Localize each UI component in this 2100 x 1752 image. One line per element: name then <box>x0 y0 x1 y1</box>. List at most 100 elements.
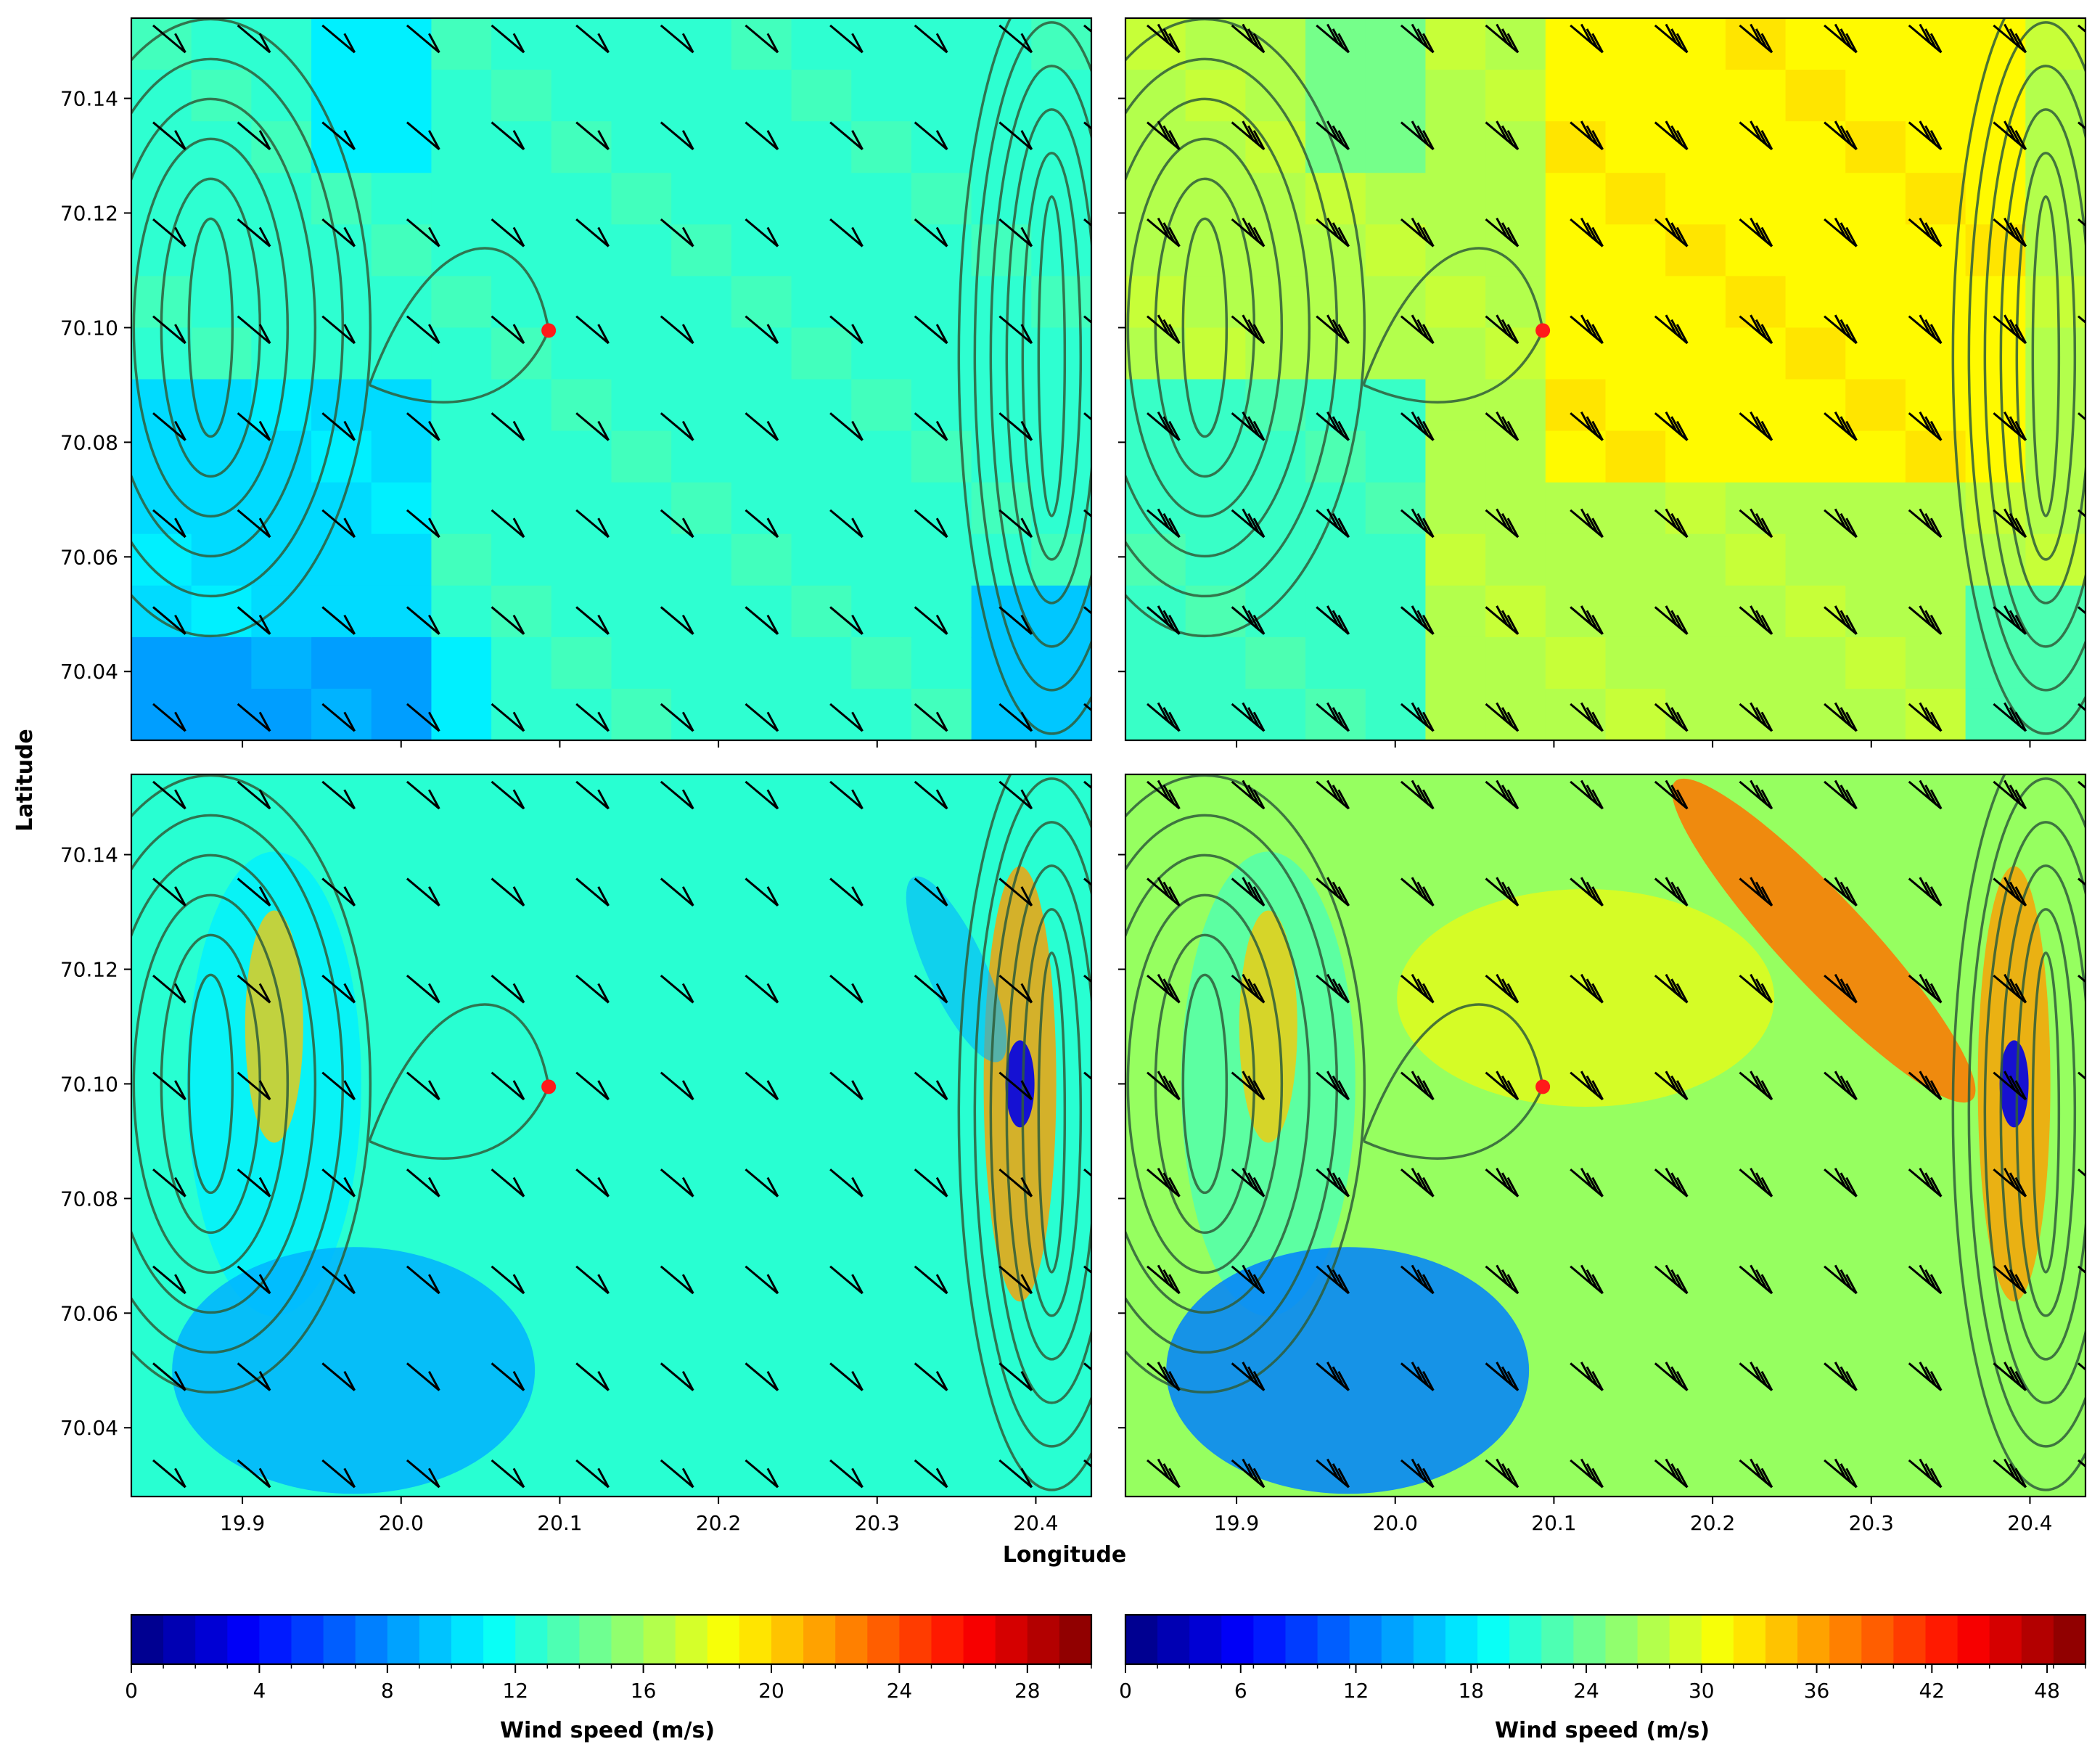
wind-barb <box>1485 218 1519 247</box>
contour-line <box>131 97 317 558</box>
wind-barb-feather <box>1834 702 1847 723</box>
field-cell <box>1845 276 1906 329</box>
colorbar-swatch <box>1733 1615 1766 1664</box>
wind-barb <box>491 24 525 54</box>
wind-barb <box>1316 606 1350 635</box>
field-cell <box>1365 688 1427 740</box>
wind-barb-feather <box>1332 1269 1345 1290</box>
wind-barb-feather <box>1750 508 1762 528</box>
colorbar-swatch <box>1701 1615 1734 1664</box>
field-cell <box>191 70 253 123</box>
field-cell <box>1665 636 1726 689</box>
wind-barb-feather <box>1670 881 1683 902</box>
wind-barb-feather <box>1501 785 1514 805</box>
wind-barb-feather <box>174 420 186 441</box>
wind-barb-feather <box>174 1080 186 1100</box>
field-cell <box>1545 379 1607 432</box>
field-cell <box>611 173 673 226</box>
wind-barb-feather <box>258 1370 271 1391</box>
wind-barb-feather <box>1326 412 1339 432</box>
wind-barb-feather <box>1422 983 1435 1004</box>
wind-barb-feather <box>851 983 864 1004</box>
wind-barb <box>1485 780 1519 810</box>
wind-barb-feather <box>1106 33 1116 52</box>
wind-barb <box>575 509 610 539</box>
wind-barb-feather <box>1919 877 1932 897</box>
wind-barb-feather <box>174 886 186 906</box>
wind-barb-feather <box>512 1467 525 1488</box>
wind-barb-feather <box>258 789 271 809</box>
wind-barb <box>1400 703 1435 732</box>
wind-barb <box>491 877 525 906</box>
wind-barb-feather <box>1247 610 1260 630</box>
wind-barb-feather <box>1157 1071 1170 1091</box>
colorbar-swatch <box>163 1615 196 1664</box>
colorbar-swatch <box>643 1615 676 1664</box>
colorbar-swatch <box>451 1615 484 1664</box>
wind-barb <box>1908 606 1943 635</box>
wind-barb <box>1400 877 1435 906</box>
wind-barb <box>2078 703 2085 712</box>
wind-barb-feather <box>851 33 864 53</box>
field-cell <box>1365 482 1427 535</box>
wind-barb <box>1485 703 1519 732</box>
field-cell <box>1605 276 1667 329</box>
field-cell <box>491 688 552 740</box>
wind-barb <box>914 1362 948 1391</box>
wind-barb-feather <box>258 614 271 635</box>
wind-barb-feather <box>1332 1075 1345 1096</box>
wind-barb <box>575 877 610 906</box>
colorbar-swatch <box>387 1615 420 1664</box>
wind-barb <box>998 1459 1033 1489</box>
field-cell <box>431 379 493 432</box>
field-cell <box>731 276 792 329</box>
wind-barb-feather <box>1834 1071 1847 1091</box>
wind-barb <box>1739 703 1773 732</box>
wind-barb-feather <box>174 614 186 635</box>
wind-barb-feather <box>1839 222 1853 242</box>
wind-barb-feather <box>1760 1467 1773 1488</box>
field-cell <box>1545 173 1607 226</box>
wind-barb <box>1147 877 1181 906</box>
wind-barb-feather <box>2089 877 2099 896</box>
field-cell <box>2025 173 2085 226</box>
field-cell <box>1485 276 1546 329</box>
wind-barb-feather <box>1020 420 1033 441</box>
field-cell <box>851 173 912 226</box>
wind-barb-feather <box>2009 416 2022 436</box>
wind-barb-feather <box>1416 1269 1430 1290</box>
wind-barb-feather <box>1755 125 1768 146</box>
contour-line <box>1005 864 1091 1361</box>
wind-barb <box>660 974 694 1004</box>
wind-barb-feather <box>1496 23 1508 44</box>
wind-barb-feather <box>1332 28 1345 49</box>
wind-barb-feather <box>1676 983 1689 1004</box>
wind-barb <box>406 412 440 441</box>
wind-barb-feather <box>1247 319 1260 340</box>
field-cell <box>731 379 792 432</box>
field-cell <box>1785 276 1847 329</box>
wind-barb <box>575 780 610 810</box>
wind-barb-feather <box>1106 1081 1116 1100</box>
wind-barb-feather <box>1020 130 1033 150</box>
wind-barb <box>1231 1265 1266 1295</box>
wind-barb-feather <box>1755 1075 1768 1096</box>
wind-barb <box>1993 509 2027 539</box>
colorbar-swatch <box>323 1615 356 1664</box>
field-cell <box>1785 327 1847 380</box>
wind-barb-feather <box>1919 1458 1932 1479</box>
wind-barb-feather <box>1665 973 1678 994</box>
field-cell <box>1185 482 1247 535</box>
field-cell <box>1245 533 1307 586</box>
wind-barb-feather <box>2014 517 2027 538</box>
wind-barb-feather <box>1337 711 1350 732</box>
contour-line <box>2031 195 2061 517</box>
wind-barb-feather <box>935 1274 948 1294</box>
wind-barb-feather <box>1252 1274 1266 1294</box>
wind-barb-feather <box>1919 779 1932 801</box>
wind-barb-feather <box>1834 1167 1847 1188</box>
wind-barb <box>1083 1265 1091 1274</box>
field-cell <box>1185 18 1247 71</box>
wind-barb <box>321 703 356 732</box>
